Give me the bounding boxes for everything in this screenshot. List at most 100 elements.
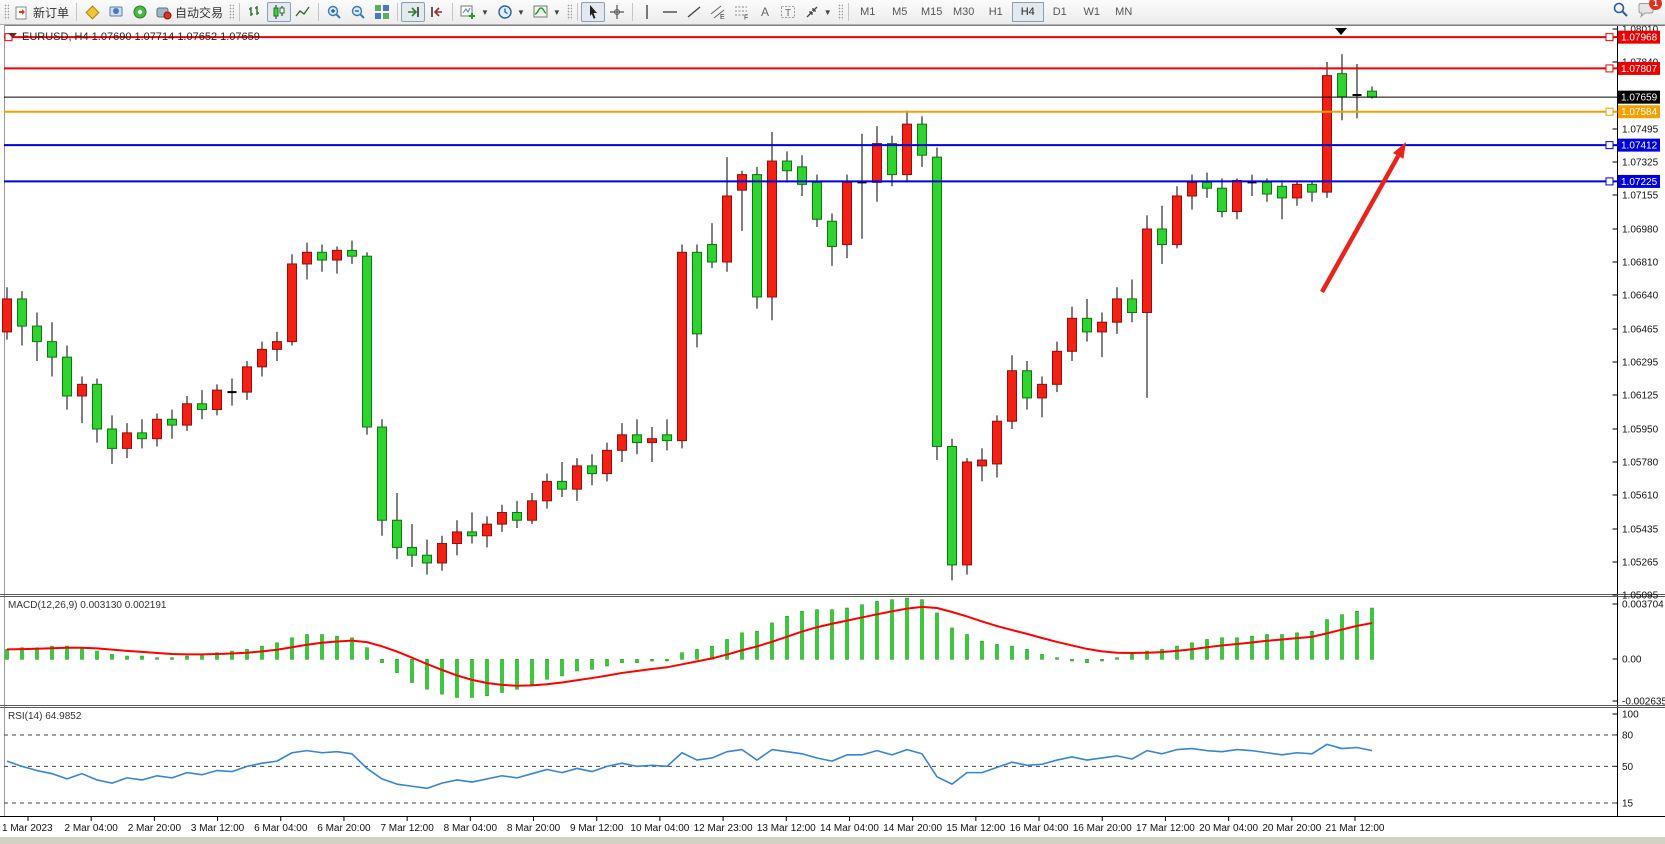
candle[interactable] <box>512 511 522 521</box>
candle[interactable] <box>1262 181 1272 195</box>
candle[interactable] <box>812 181 822 220</box>
candle[interactable] <box>2 298 12 333</box>
alerts-button[interactable] <box>128 2 152 22</box>
candle[interactable] <box>152 418 162 440</box>
candle[interactable] <box>272 341 282 350</box>
candle[interactable] <box>977 459 987 467</box>
timeframe-button-d1[interactable]: D1 <box>1052 6 1067 18</box>
trend-arrow-annotation[interactable] <box>1320 154 1401 294</box>
candle[interactable] <box>587 465 597 475</box>
metaeditor-button[interactable] <box>80 2 104 22</box>
candle[interactable] <box>527 500 537 521</box>
chart-canvas[interactable]: 1.080101.078401.074951.073251.071551.069… <box>0 25 1665 844</box>
auto-scroll-button[interactable] <box>401 2 426 22</box>
scroll-to-end-marker[interactable] <box>1335 28 1347 35</box>
candle[interactable] <box>1277 185 1287 199</box>
candle[interactable] <box>1187 181 1197 197</box>
candle[interactable] <box>452 531 462 545</box>
candle[interactable] <box>1127 298 1137 313</box>
indicators-button[interactable]: ▼ <box>529 2 565 22</box>
candle[interactable] <box>782 160 792 172</box>
candle[interactable] <box>1202 181 1212 189</box>
line-chart-button[interactable] <box>291 2 315 22</box>
candle[interactable] <box>1232 179 1242 213</box>
hline-handle[interactable] <box>1605 33 1614 42</box>
candle[interactable] <box>1292 183 1302 199</box>
zoom-in-button[interactable] <box>322 2 346 22</box>
candle[interactable] <box>677 251 687 442</box>
timeframe-button-m5[interactable]: M5 <box>892 6 908 18</box>
candle[interactable] <box>827 220 837 247</box>
candle[interactable] <box>947 445 957 566</box>
candle[interactable] <box>467 531 477 537</box>
bar-chart-button[interactable] <box>243 2 267 22</box>
timeframe-button-m30[interactable]: M30 <box>953 6 975 18</box>
timeframe-button-m15[interactable]: M15 <box>921 6 943 18</box>
candle[interactable] <box>107 428 117 449</box>
hline-handle[interactable] <box>1605 177 1614 186</box>
candle[interactable] <box>17 298 27 327</box>
candle[interactable] <box>692 251 702 335</box>
candle[interactable] <box>932 156 942 447</box>
candle[interactable] <box>407 546 417 556</box>
candle[interactable] <box>47 341 57 358</box>
arrows-button[interactable]: ▼ <box>800 2 836 22</box>
chart-shift-button[interactable] <box>425 2 449 22</box>
candle[interactable] <box>197 403 207 411</box>
candle[interactable] <box>482 523 492 537</box>
timeframe-button-mn[interactable]: MN <box>1115 6 1133 18</box>
candle[interactable] <box>557 480 567 490</box>
candle[interactable] <box>1037 383 1047 399</box>
chart-area[interactable]: 1.080101.078401.074951.073251.071551.069… <box>0 25 1665 844</box>
hline-handle[interactable] <box>1605 141 1614 150</box>
candle[interactable] <box>1307 183 1317 193</box>
trend-arrow-head[interactable] <box>1392 142 1406 159</box>
candle[interactable] <box>1367 90 1377 98</box>
candle[interactable] <box>377 426 387 521</box>
timeframe-button-h1[interactable]: H1 <box>988 6 1003 18</box>
new-order-button[interactable]: 新订单 <box>11 2 73 22</box>
candle[interactable] <box>542 480 552 502</box>
timeframe-button-w1[interactable]: W1 <box>1083 6 1100 18</box>
candle[interactable] <box>62 356 72 397</box>
notification-icon[interactable]: 1 <box>1637 0 1662 23</box>
candle[interactable] <box>617 434 627 451</box>
candle[interactable] <box>437 543 447 564</box>
candle[interactable] <box>872 143 882 183</box>
candle[interactable] <box>767 160 777 298</box>
candle[interactable] <box>32 325 42 343</box>
hline-handle[interactable] <box>1605 107 1614 116</box>
candle[interactable] <box>722 195 732 263</box>
horizontal-line-button[interactable] <box>658 2 682 22</box>
candle[interactable] <box>887 143 897 176</box>
candle[interactable] <box>1082 317 1092 333</box>
market-watch-button[interactable] <box>104 2 128 22</box>
zoom-out-button[interactable] <box>346 2 370 22</box>
candle[interactable] <box>1157 228 1167 246</box>
candle[interactable] <box>1337 73 1347 98</box>
candle[interactable] <box>92 383 102 430</box>
candle[interactable] <box>167 418 177 426</box>
candlestick-chart-button[interactable] <box>267 2 292 22</box>
candle[interactable] <box>842 181 852 246</box>
candle[interactable] <box>992 420 1002 465</box>
candle[interactable] <box>422 554 432 564</box>
candle[interactable] <box>497 511 507 525</box>
candle[interactable] <box>1052 350 1062 385</box>
candle[interactable] <box>362 255 372 428</box>
candle[interactable] <box>902 123 912 176</box>
new-chart-button[interactable]: ▼ <box>456 2 493 22</box>
candle[interactable] <box>1322 75 1332 193</box>
candle[interactable] <box>602 449 612 475</box>
period-button[interactable]: ▼ <box>493 2 529 22</box>
candle[interactable] <box>1172 195 1182 246</box>
candle[interactable] <box>662 434 672 442</box>
candle[interactable] <box>212 389 222 411</box>
candle[interactable] <box>332 249 342 261</box>
candle[interactable] <box>257 348 267 368</box>
auto-trading-button[interactable]: 自动交易 <box>152 2 227 22</box>
candle[interactable] <box>242 366 252 393</box>
candle[interactable] <box>752 174 762 298</box>
candle[interactable] <box>917 123 927 156</box>
text-label-button[interactable]: T <box>776 2 800 22</box>
